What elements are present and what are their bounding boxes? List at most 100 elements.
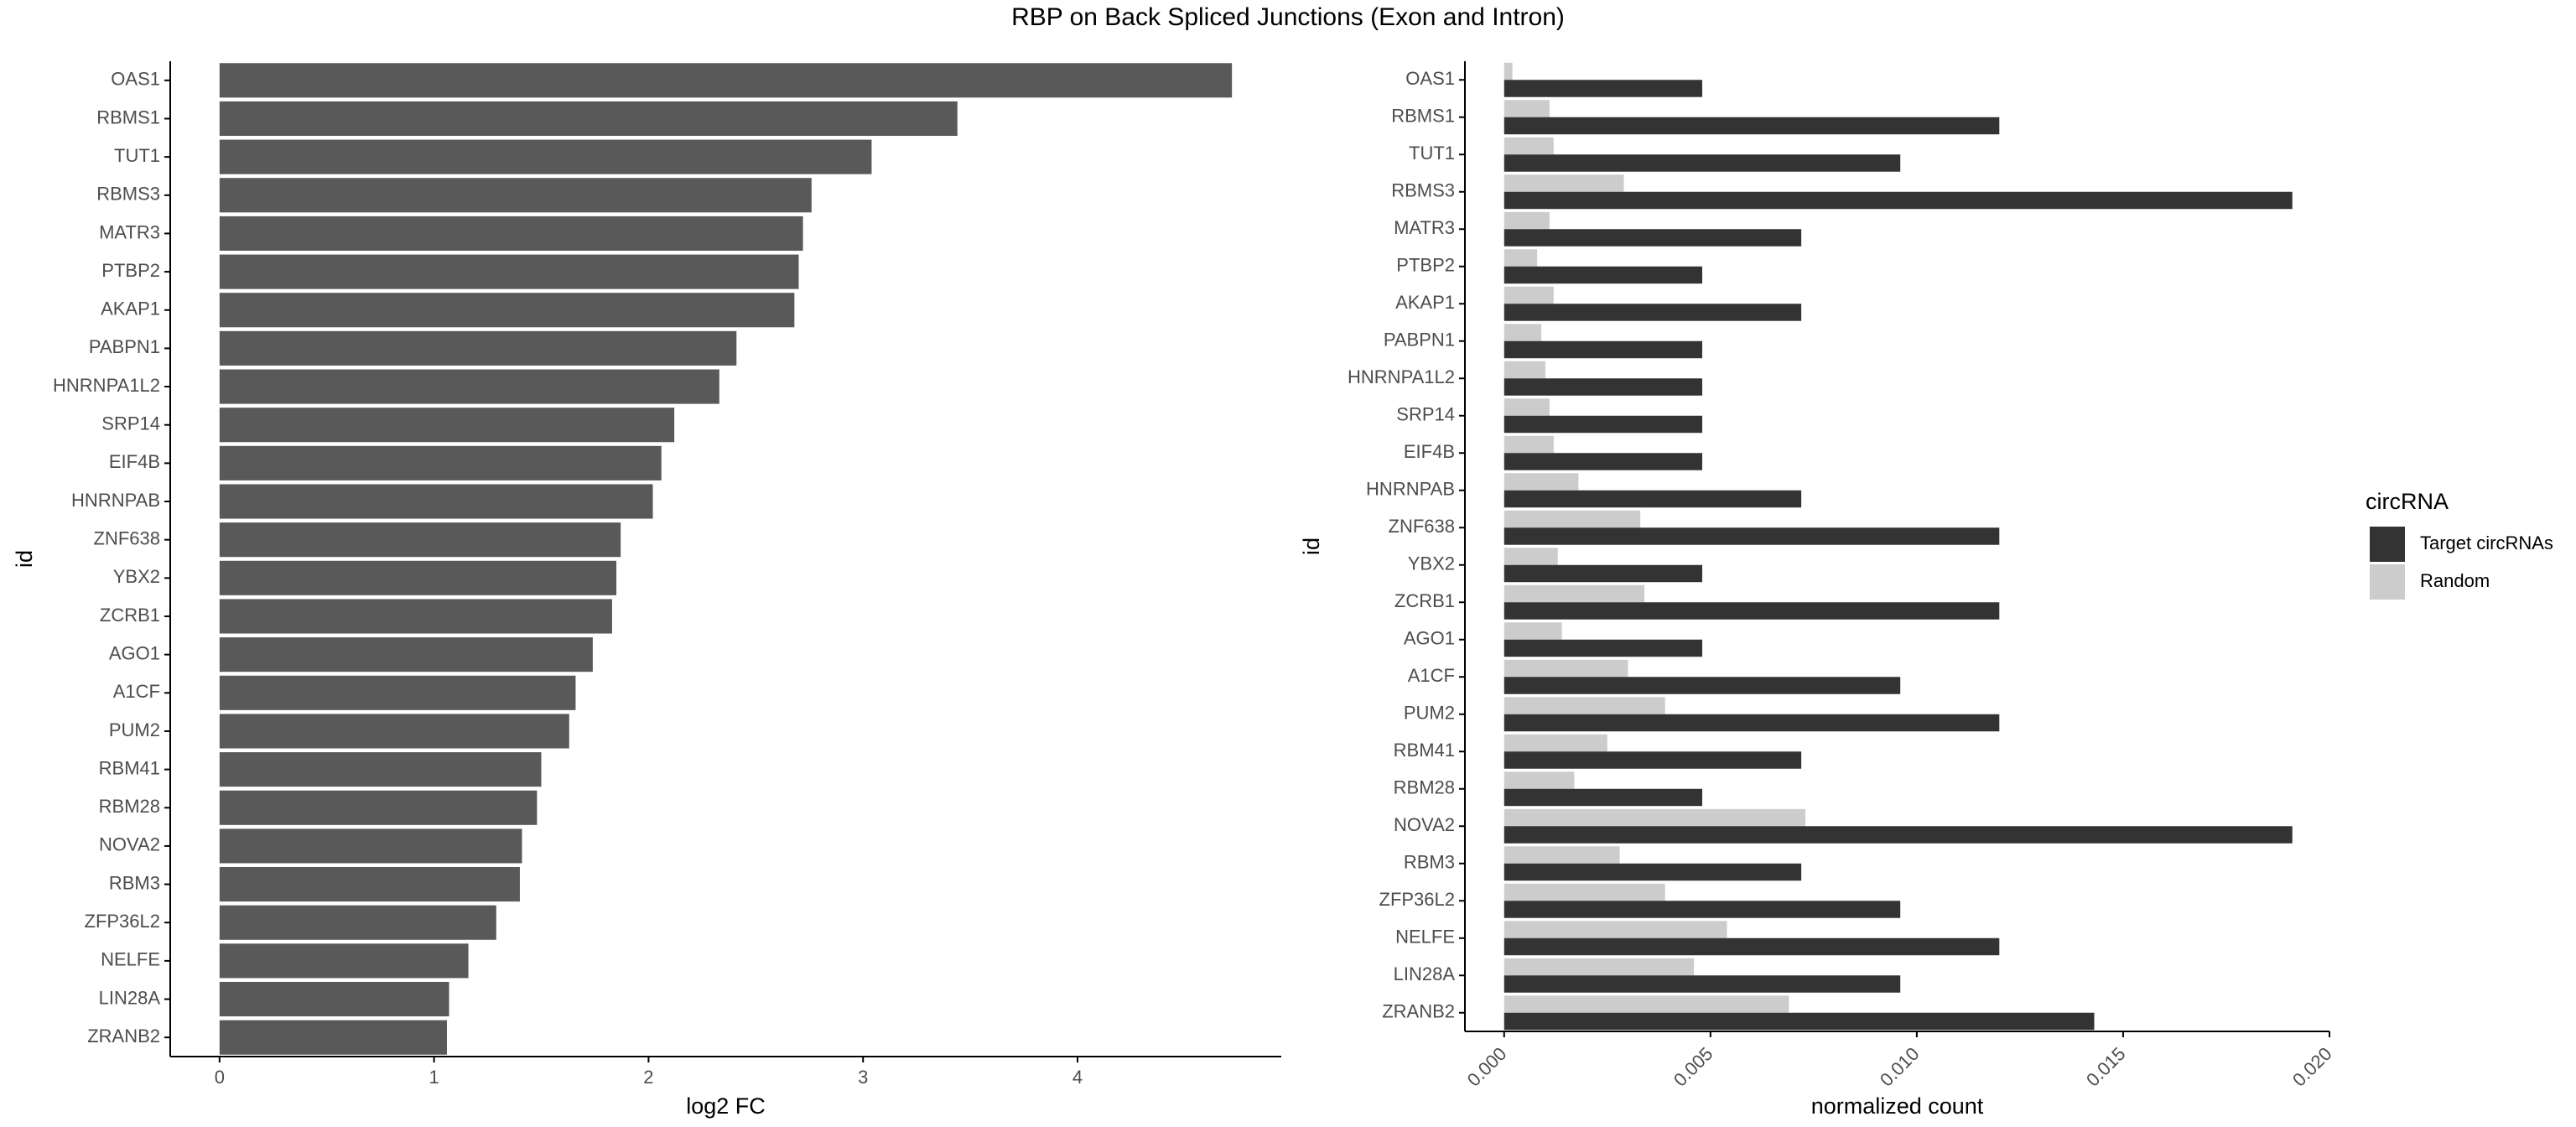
bar-target-ybx2: [1504, 564, 1702, 583]
y-tick-label: NELFE: [101, 949, 160, 970]
bar-random-pum2: [1504, 697, 1665, 714]
y-tick-label: AGO1: [1404, 628, 1455, 649]
bar-random-nova2: [1504, 808, 1806, 827]
bar-nova2: [219, 828, 522, 864]
y-tick-label: MATR3: [1394, 217, 1455, 238]
bar-random-a1cf: [1504, 659, 1628, 678]
y-tick-label: YBX2: [1408, 553, 1455, 574]
y-tick-label: YBX2: [113, 566, 160, 587]
legend-label: Random: [2420, 570, 2490, 591]
y-tick-label: LIN28A: [99, 987, 161, 1008]
bar-random-znf638: [1504, 510, 1641, 528]
bar-rbms3: [219, 178, 812, 213]
y-tick-label: RBM41: [1394, 740, 1455, 761]
y-tick-label: HNRNPAB: [71, 490, 160, 511]
bar-target-rbms3: [1504, 191, 2293, 210]
y-tick-label: ZCRB1: [1394, 590, 1455, 611]
left-panel-log2fc: OAS1 RBMS1 TUT1 RBMS3 MATR3 PTBP2 AKAP1 PABPN1 H…: [12, 61, 1281, 1119]
y-tick-label: RBM3: [109, 872, 160, 893]
y-axis-title: id: [1299, 538, 1324, 555]
y-tick-label: AKAP1: [1395, 292, 1455, 313]
y-tick-label: OAS1: [111, 69, 160, 90]
bar-a1cf: [219, 675, 576, 710]
y-tick-label: EIF4B: [1404, 441, 1455, 462]
y-tick-label: NOVA2: [1394, 814, 1455, 835]
x-tick-label: 3: [858, 1067, 868, 1088]
bar-target-zcrb1: [1504, 602, 2000, 620]
y-tick-label: RBM41: [99, 757, 160, 778]
y-tick-label: PABPN1: [1384, 330, 1455, 351]
y-tick-label: HNRNPAB: [1366, 479, 1455, 500]
x-axis-title: normalized count: [1811, 1093, 1984, 1119]
bar-target-tut1: [1504, 154, 1901, 172]
y-tick-label: A1CF: [113, 681, 160, 702]
y-tick-label: PTBP2: [101, 260, 160, 281]
bar-target-oas1: [1504, 80, 1702, 97]
x-tick-label: 1: [428, 1067, 439, 1088]
y-tick-label: AKAP1: [101, 299, 160, 319]
y-tick-label: RBM28: [99, 796, 160, 817]
bar-target-rbm28: [1504, 788, 1702, 807]
bar-target-zranb2: [1504, 1012, 2095, 1031]
y-tick-label: LIN28A: [1394, 963, 1456, 984]
x-tick-label: 0: [215, 1067, 225, 1088]
bar-ago1: [219, 637, 593, 673]
bar-srp14: [219, 408, 675, 443]
y-tick-label: NELFE: [1395, 927, 1455, 948]
bar-random-matr3: [1504, 211, 1550, 230]
bar-rbm28: [219, 790, 538, 825]
bar-target-rbms1: [1504, 117, 2000, 135]
bar-target-hnrnpa1l2: [1504, 378, 1702, 396]
y-tick-label: HNRNPA1L2: [53, 375, 160, 396]
y-tick-label: SRP14: [101, 413, 160, 434]
y-tick-label: RBM28: [1394, 777, 1455, 798]
y-tick-label: HNRNPA1L2: [1348, 366, 1455, 387]
bar-random-ybx2: [1504, 548, 1558, 565]
bar-oas1: [219, 63, 1233, 98]
x-axis-title: log2 FC: [686, 1093, 766, 1119]
bar-random-nelfe: [1504, 921, 1727, 938]
bar-random-pabpn1: [1504, 324, 1542, 341]
bar-random-rbms1: [1504, 100, 1550, 117]
bar-hnrnpa1l2: [219, 369, 719, 404]
legend: circRNA Target circRNAs Random: [2366, 489, 2553, 600]
bar-target-znf638: [1504, 527, 2000, 545]
y-tick-label: PTBP2: [1396, 255, 1455, 276]
y-tick-label: RBMS1: [96, 106, 160, 127]
y-tick-label: ZNF638: [94, 527, 160, 548]
bar-random-hnrnpab: [1504, 473, 1579, 491]
right-panel-normalized-count: OAS1 RBMS1 TUT1 RBMS3 MATR3 PTBP2 AKAP1 PABPN1 H…: [1299, 61, 2336, 1119]
bar-target-zfp36l2: [1504, 901, 1901, 918]
y-axis-title: id: [12, 550, 37, 568]
bar-target-nova2: [1504, 826, 2293, 844]
y-tick-label: OAS1: [1405, 68, 1455, 89]
y-tick-label: AGO1: [109, 642, 160, 663]
x-tick-label: 4: [1072, 1067, 1083, 1088]
x-tick-label: 0.020: [2288, 1043, 2336, 1091]
bar-random-lin28a: [1504, 958, 1695, 976]
bar-random-rbms3: [1504, 174, 1624, 192]
x-tick-label: 2: [643, 1067, 653, 1088]
y-tick-label: PUM2: [109, 719, 160, 740]
bar-target-akap1: [1504, 304, 1802, 321]
bar-random-zcrb1: [1504, 584, 1645, 603]
bar-random-rbm28: [1504, 771, 1575, 789]
bar-rbm3: [219, 867, 520, 902]
y-tick-label: TUT1: [114, 145, 160, 166]
bar-target-a1cf: [1504, 677, 1901, 694]
bar-zcrb1: [219, 599, 612, 634]
y-tick-label: PABPN1: [89, 336, 160, 357]
bar-matr3: [219, 216, 803, 251]
y-tick-label: ZRANB2: [1382, 1001, 1455, 1022]
bar-akap1: [219, 293, 795, 328]
y-tick-label: NOVA2: [99, 834, 160, 855]
legend-label: Target circRNAs: [2420, 532, 2553, 553]
bar-zranb2: [219, 1020, 447, 1055]
bar-hnrnpab: [219, 484, 653, 519]
bar-pabpn1: [219, 330, 737, 366]
bar-rbm41: [219, 752, 542, 787]
bar-target-pabpn1: [1504, 340, 1702, 359]
y-tick-label: PUM2: [1404, 703, 1455, 724]
y-tick-label: SRP14: [1396, 404, 1455, 425]
bar-znf638: [219, 522, 621, 558]
